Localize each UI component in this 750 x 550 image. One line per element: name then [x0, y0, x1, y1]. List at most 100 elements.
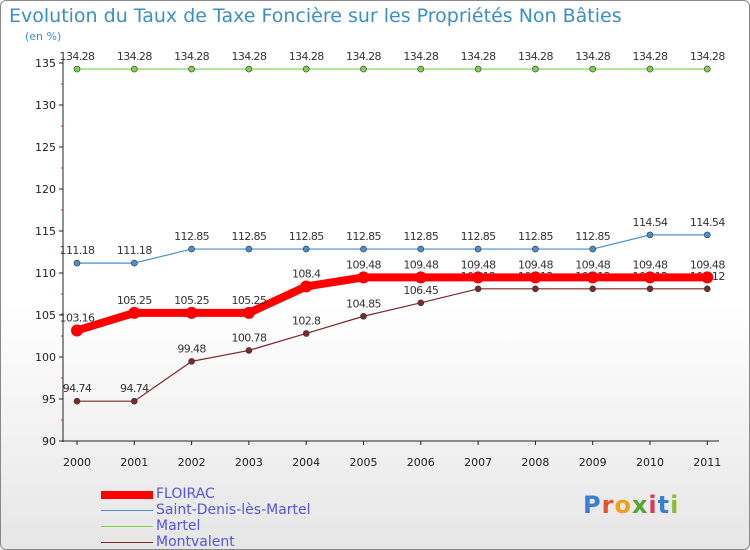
data-label: 134.28: [461, 50, 496, 63]
data-point: [300, 280, 313, 293]
data-point: [242, 306, 255, 319]
legend-swatch: [101, 542, 153, 543]
data-point: [532, 285, 539, 293]
x-tick-label: 2009: [579, 456, 607, 469]
data-label: 134.28: [117, 50, 152, 63]
data-point: [474, 285, 482, 293]
data-label: 105.25: [231, 294, 266, 307]
legend-label: Montvalent: [156, 534, 235, 550]
data-point: [472, 271, 485, 284]
data-point: [73, 397, 81, 405]
data-point: [245, 347, 253, 354]
legend-label: Saint-Denis-lès-Martel: [156, 502, 311, 518]
y-tick-label: 100: [35, 351, 56, 364]
data-point: [73, 259, 81, 267]
data-label: 103.16: [60, 311, 95, 324]
data-point: [357, 271, 370, 284]
data-point: [360, 65, 367, 73]
data-label: 109.48: [403, 258, 438, 271]
data-point: [589, 65, 597, 73]
x-tick-label: 2001: [120, 456, 148, 469]
data-point: [245, 65, 253, 73]
data-point: [414, 271, 427, 284]
y-tick-label: 115: [35, 225, 56, 238]
data-point: [302, 245, 310, 253]
data-label: 134.28: [289, 50, 324, 63]
data-point: [131, 397, 138, 405]
data-label: 134.28: [60, 50, 95, 63]
x-tick-label: 2000: [63, 456, 91, 469]
data-point: [474, 245, 482, 253]
data-point: [474, 65, 482, 73]
data-point: [703, 231, 711, 239]
legend-item-floirac: FLOIRAC: [101, 487, 361, 503]
data-point: [646, 285, 654, 293]
data-point: [703, 285, 711, 293]
chart-subtitle: (en %): [25, 30, 62, 43]
data-point: [73, 65, 81, 73]
data-label: 111.18: [60, 244, 95, 257]
data-label: 134.28: [231, 50, 266, 63]
x-tick-label: 2011: [693, 456, 721, 469]
data-label: 108.4: [292, 267, 321, 280]
data-label: 102.8: [292, 314, 321, 327]
data-label: 112.85: [461, 230, 496, 243]
data-label: 134.28: [174, 50, 209, 63]
data-point: [360, 312, 367, 320]
x-tick-label: 2010: [636, 456, 664, 469]
data-point: [188, 65, 195, 73]
data-label: 100.78: [231, 331, 266, 344]
data-point: [529, 271, 542, 284]
data-label: 105.25: [174, 294, 209, 307]
chart-title: Evolution du Taux de Taxe Foncière sur l…: [9, 5, 622, 27]
data-point: [302, 65, 310, 73]
data-point: [703, 65, 711, 73]
data-label: 111.18: [117, 244, 152, 257]
y-tick-label: 130: [35, 99, 56, 112]
data-label: 112.85: [403, 230, 438, 243]
data-point: [185, 306, 198, 319]
data-label: 105.25: [117, 294, 152, 307]
data-point: [131, 259, 138, 267]
x-tick-label: 2006: [407, 456, 435, 469]
legend-item-montvalent: Montvalent: [101, 534, 361, 550]
data-label: 109.48: [461, 258, 496, 271]
data-point: [360, 245, 367, 253]
y-tick-label: 90: [42, 435, 56, 448]
y-tick-label: 110: [35, 267, 56, 280]
data-point: [589, 245, 597, 253]
data-label: 94.74: [63, 382, 92, 395]
data-point: [417, 299, 425, 307]
data-label: 109.48: [690, 258, 725, 271]
data-label: 134.28: [633, 50, 668, 63]
data-label: 109.48: [346, 258, 381, 271]
data-point: [131, 65, 138, 73]
legend-swatch: [101, 510, 153, 511]
data-point: [417, 65, 425, 73]
data-label: 134.28: [690, 50, 725, 63]
data-label: 106.45: [403, 284, 438, 297]
x-tick-label: 2008: [521, 456, 549, 469]
data-point: [589, 285, 597, 293]
data-label: 134.28: [346, 50, 381, 63]
data-point: [71, 324, 83, 337]
y-tick-label: 135: [35, 57, 56, 70]
data-label: 109.48: [518, 258, 553, 271]
legend-label: FLOIRAC: [156, 486, 215, 502]
data-label: 114.54: [690, 216, 725, 229]
series-martel: 134.28 134.28 134.28 134.28 134.28 134.28 134.…: [60, 50, 726, 73]
data-label: 112.85: [518, 230, 553, 243]
x-tick-label: 2003: [235, 456, 263, 469]
data-point: [302, 330, 310, 337]
data-label: 99.48: [177, 342, 206, 355]
data-label: 94.74: [120, 382, 149, 395]
y-tick-label: 105: [35, 309, 56, 322]
chart-legend: FLOIRAC Saint-Denis-lès-Martel Martel Montv…: [101, 487, 361, 550]
data-label: 134.28: [575, 50, 610, 63]
data-label: 109.48: [633, 258, 668, 271]
x-tick-label: 2002: [178, 456, 206, 469]
y-tick-label: 120: [35, 183, 56, 196]
legend-label: Martel: [156, 518, 201, 534]
